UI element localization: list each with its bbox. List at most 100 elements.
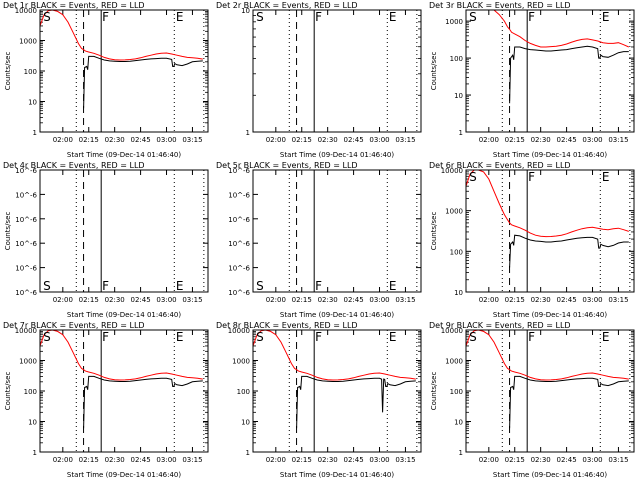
x-tick-label: 02:15 [79, 296, 99, 304]
y-tick-label: 10^-6 [228, 289, 250, 297]
x-tick-label: 02:00 [53, 136, 73, 144]
detector-panel-8: Det 8r BLACK = Events, RED = LLD Start Ti… [216, 321, 422, 479]
event-rate-line [509, 234, 629, 268]
y-axis-label: Counts/sec [430, 212, 438, 251]
y-tick-label: 10000 [228, 327, 250, 335]
x-tick-label: 02:00 [479, 296, 499, 304]
x-tick-label: 02:00 [53, 296, 73, 304]
detector-panel-5: Det 5r BLACK = Events, RED = LLD Start Ti… [216, 161, 422, 319]
x-tick-label: 02:30 [531, 136, 551, 144]
y-tick-label: 1 [246, 449, 250, 457]
marker-F: F [315, 279, 322, 293]
y-tick-label: 10000 [15, 7, 37, 15]
plot-frame [39, 169, 209, 293]
y-tick-label: 10^-6 [228, 265, 250, 273]
x-tick-label: 02:45 [343, 296, 363, 304]
x-axis-label: Start Time (09-Dec-14 01:46:40) [67, 471, 181, 479]
panel-title: Det 7r BLACK = Events, RED = LLD [3, 321, 145, 330]
y-axis-label: Counts/sec [430, 52, 438, 91]
y-tick-label: 1 [459, 129, 463, 137]
x-tick-label: 03:00 [369, 296, 389, 304]
marker-E: E [602, 170, 610, 184]
marker-E: E [176, 330, 184, 344]
y-tick-label: 100 [24, 388, 37, 396]
marker-F: F [102, 10, 109, 24]
x-tick-label: 02:15 [292, 136, 312, 144]
y-tick-label: 10000 [15, 327, 37, 335]
y-tick-label: 1000 [445, 358, 463, 366]
x-tick-label: 02:45 [130, 456, 150, 464]
plot-frame [39, 329, 209, 453]
y-axis-label: Counts/sec [4, 372, 12, 411]
x-tick-label: 02:45 [343, 456, 363, 464]
marker-S: S [469, 10, 477, 24]
marker-F: F [528, 330, 535, 344]
marker-F: F [528, 10, 535, 24]
x-tick-label: 02:15 [505, 136, 525, 144]
y-tick-label: 1 [33, 129, 37, 137]
lld-rate-line [253, 330, 416, 381]
marker-S: S [469, 170, 477, 184]
x-axis-label: Start Time (09-Dec-14 01:46:40) [67, 151, 181, 159]
x-tick-label: 02:15 [505, 296, 525, 304]
detector-panel-3: Det 3r BLACK = Events, RED = LLD Start Ti… [429, 1, 635, 159]
marker-S: S [43, 10, 51, 24]
marker-F: F [102, 279, 109, 293]
detector-panel-9: Det 9r BLACK = Events, RED = LLD Start Ti… [429, 321, 635, 479]
x-axis-label: Start Time (09-Dec-14 01:46:40) [280, 151, 394, 159]
x-tick-label: 02:00 [266, 456, 286, 464]
panel-title: Det 3r BLACK = Events, RED = LLD [429, 1, 571, 10]
panel-title: Det 9r BLACK = Events, RED = LLD [429, 321, 571, 330]
x-axis-label: Start Time (09-Dec-14 01:46:40) [280, 311, 394, 319]
x-tick-label: 03:00 [156, 456, 176, 464]
x-axis-label: Start Time (09-Dec-14 01:46:40) [280, 471, 394, 479]
x-tick-label: 02:30 [318, 456, 338, 464]
marker-F: F [102, 330, 109, 344]
y-tick-label: 10^-6 [15, 191, 37, 199]
y-tick-label: 10^-6 [15, 167, 37, 175]
event-rate-line [83, 375, 203, 429]
y-tick-label: 10000 [441, 327, 463, 335]
x-tick-label: 02:15 [505, 456, 525, 464]
y-tick-label: 10 [454, 289, 463, 297]
x-axis-label: Start Time (09-Dec-14 01:46:40) [493, 311, 607, 319]
marker-E: E [602, 10, 610, 24]
y-tick-label: 100 [24, 68, 37, 76]
detector-panel-6: Det 6r BLACK = Events, RED = LLD Start Ti… [429, 161, 635, 319]
y-tick-label: 10^-6 [228, 167, 250, 175]
x-tick-label: 03:00 [156, 136, 176, 144]
y-tick-label: 1000 [19, 358, 37, 366]
marker-S: S [43, 279, 51, 293]
x-tick-label: 02:30 [105, 296, 125, 304]
y-tick-label: 10^-6 [15, 265, 37, 273]
y-tick-label: 1000 [445, 208, 463, 216]
panel-title: Det 8r BLACK = Events, RED = LLD [216, 321, 358, 330]
lld-rate-line [466, 10, 630, 48]
x-tick-label: 03:00 [156, 296, 176, 304]
plot-frame [465, 169, 635, 293]
x-tick-label: 02:00 [479, 456, 499, 464]
marker-E: E [176, 10, 184, 24]
x-tick-label: 02:45 [556, 456, 576, 464]
x-tick-label: 03:15 [608, 296, 628, 304]
x-tick-label: 02:45 [556, 296, 576, 304]
panel-title: Det 5r BLACK = Events, RED = LLD [216, 161, 358, 170]
x-tick-label: 02:15 [79, 456, 99, 464]
x-tick-label: 03:15 [395, 456, 415, 464]
x-tick-label: 03:00 [582, 136, 602, 144]
y-tick-label: 10^-6 [15, 240, 37, 248]
event-rate-line [296, 375, 416, 429]
lld-rate-line [466, 330, 629, 381]
x-tick-label: 03:00 [582, 296, 602, 304]
y-tick-label: 1000 [232, 358, 250, 366]
panel-title: Det 2r BLACK = Events, RED = LLD [216, 1, 358, 10]
event-rate-line [509, 375, 629, 429]
x-axis-label: Start Time (09-Dec-14 01:46:40) [67, 311, 181, 319]
y-axis-label: Counts/sec [4, 212, 12, 251]
lld-rate-line [40, 330, 203, 381]
plot-frame [465, 9, 635, 133]
y-tick-label: 1 [246, 129, 250, 137]
marker-F: F [315, 10, 322, 24]
x-tick-label: 02:15 [79, 136, 99, 144]
